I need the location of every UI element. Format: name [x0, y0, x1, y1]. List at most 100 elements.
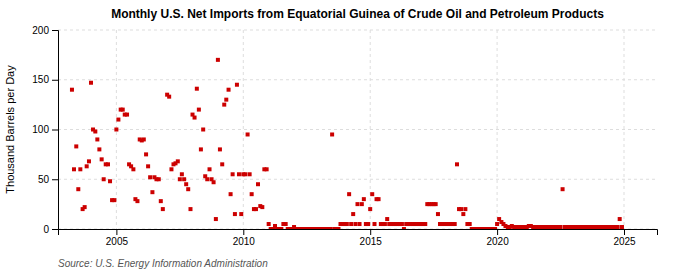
tick-mark — [370, 229, 371, 235]
tick-label: 50 — [38, 174, 50, 185]
point — [216, 58, 220, 62]
point — [377, 197, 381, 201]
point — [360, 202, 364, 206]
point — [188, 207, 192, 211]
point — [180, 172, 184, 176]
point — [455, 162, 459, 166]
tick: 200 — [32, 25, 58, 36]
point — [125, 113, 129, 117]
point — [186, 187, 190, 191]
point — [616, 225, 620, 229]
point — [150, 190, 154, 194]
point — [100, 157, 104, 161]
point — [267, 222, 271, 226]
grid-line — [58, 30, 657, 31]
point — [284, 222, 288, 226]
point — [243, 172, 247, 176]
tick: 0 — [43, 224, 58, 235]
tick-mark — [52, 30, 58, 31]
point — [250, 192, 254, 196]
grid — [58, 30, 657, 229]
point — [78, 167, 82, 171]
tick-mark — [52, 130, 58, 131]
point — [358, 222, 362, 226]
tick: 2005 — [106, 229, 129, 247]
point — [347, 192, 351, 196]
point — [362, 197, 366, 201]
tick-label: 2005 — [106, 236, 129, 247]
point — [229, 192, 233, 196]
point — [248, 172, 252, 176]
point — [434, 202, 438, 206]
point — [235, 83, 239, 87]
x-axis: 20052010201520202025 — [59, 229, 658, 247]
point — [218, 147, 222, 151]
y-axis: 0 50 100 150 200 — [32, 25, 58, 235]
point — [233, 212, 237, 216]
point — [373, 222, 377, 226]
point — [618, 217, 622, 221]
tick-label: 150 — [32, 74, 49, 85]
point — [463, 207, 467, 211]
point — [144, 152, 148, 156]
tick: 150 — [32, 74, 58, 85]
grid-line — [58, 79, 657, 80]
point — [148, 175, 152, 179]
point — [195, 87, 199, 91]
point — [265, 167, 269, 171]
point — [279, 227, 283, 229]
point — [493, 227, 497, 229]
tick-mark — [52, 229, 58, 230]
point — [559, 225, 563, 229]
point — [112, 198, 116, 202]
point — [201, 128, 205, 132]
grid-line — [58, 129, 657, 130]
point — [184, 182, 188, 186]
point — [208, 167, 212, 171]
point — [70, 88, 74, 92]
title: Monthly U.S. Net Imports from Equatorial… — [111, 7, 604, 21]
point — [366, 222, 370, 226]
points — [70, 58, 624, 229]
tick-label: 200 — [32, 25, 49, 36]
point — [97, 147, 101, 151]
tick-label: 100 — [32, 124, 49, 135]
point — [400, 222, 404, 226]
tick-mark — [497, 229, 498, 235]
point — [142, 137, 146, 141]
tick-label: 2025 — [613, 236, 636, 247]
point — [167, 95, 171, 99]
tick-label: 2010 — [233, 236, 256, 247]
point — [212, 180, 216, 184]
point — [370, 192, 374, 196]
point — [108, 179, 112, 183]
point — [93, 129, 97, 133]
point — [383, 222, 387, 226]
point — [345, 222, 349, 226]
point — [231, 172, 235, 176]
point — [199, 147, 203, 151]
tick-mark — [243, 229, 244, 235]
point — [224, 98, 228, 102]
point — [220, 162, 224, 166]
point — [222, 103, 226, 107]
point — [351, 212, 355, 216]
point — [89, 81, 93, 85]
point — [436, 212, 440, 216]
grid-line — [58, 179, 657, 180]
point — [453, 222, 457, 226]
point — [83, 205, 87, 209]
point — [182, 177, 186, 181]
tick: 2015 — [360, 229, 383, 247]
point — [85, 164, 89, 168]
tick: 50 — [38, 174, 58, 185]
axis-line — [52, 31, 59, 230]
plot: 20052010201520202025050100150200 — [32, 25, 657, 247]
point — [461, 212, 465, 216]
point — [205, 177, 209, 181]
point — [87, 159, 91, 163]
point — [256, 182, 260, 186]
point — [214, 217, 218, 221]
point — [260, 205, 264, 209]
tick-label: 0 — [43, 224, 49, 235]
